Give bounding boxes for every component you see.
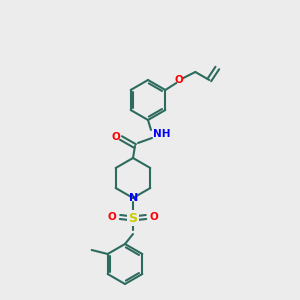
Text: O: O bbox=[150, 212, 158, 222]
Text: N: N bbox=[129, 193, 139, 203]
Text: S: S bbox=[128, 212, 137, 224]
Text: O: O bbox=[175, 75, 184, 85]
Text: NH: NH bbox=[153, 129, 170, 139]
Text: O: O bbox=[108, 212, 116, 222]
Text: O: O bbox=[112, 132, 120, 142]
